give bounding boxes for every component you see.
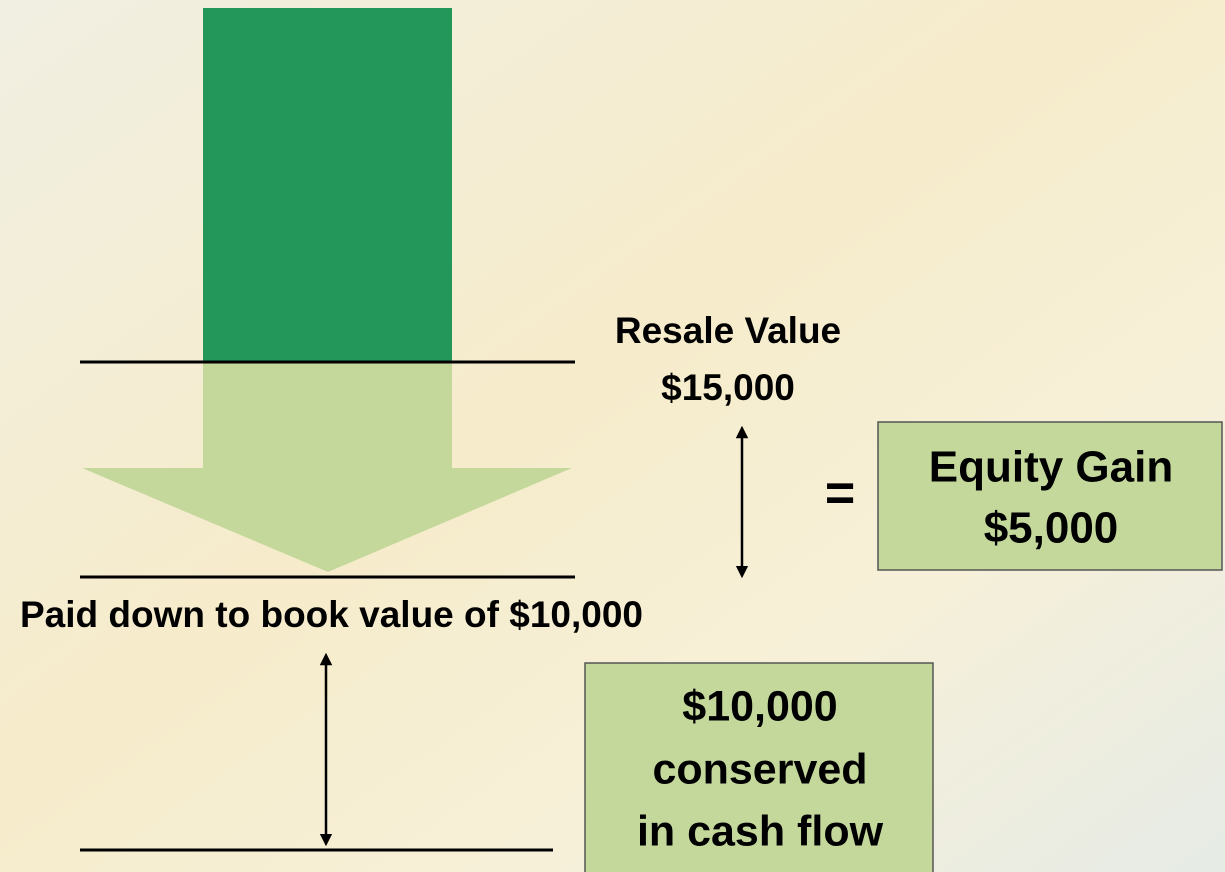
resale-value: $15,000 [661, 367, 795, 408]
cash-line: $10,000 [682, 682, 837, 730]
equity-box [877, 421, 1223, 571]
cash-line: conserved [652, 745, 867, 793]
resale-label: Resale Value [615, 310, 841, 351]
equals-sign: = [825, 465, 855, 523]
cash-line: in cash flow [637, 807, 884, 855]
dark-bar [203, 8, 452, 362]
down-arrow [82, 362, 572, 572]
equity-value: $5,000 [984, 504, 1119, 553]
equity-title: Equity Gain [929, 443, 1173, 492]
cash-box [584, 662, 934, 872]
book-value-label: Paid down to book value of $10,000 [20, 594, 643, 635]
